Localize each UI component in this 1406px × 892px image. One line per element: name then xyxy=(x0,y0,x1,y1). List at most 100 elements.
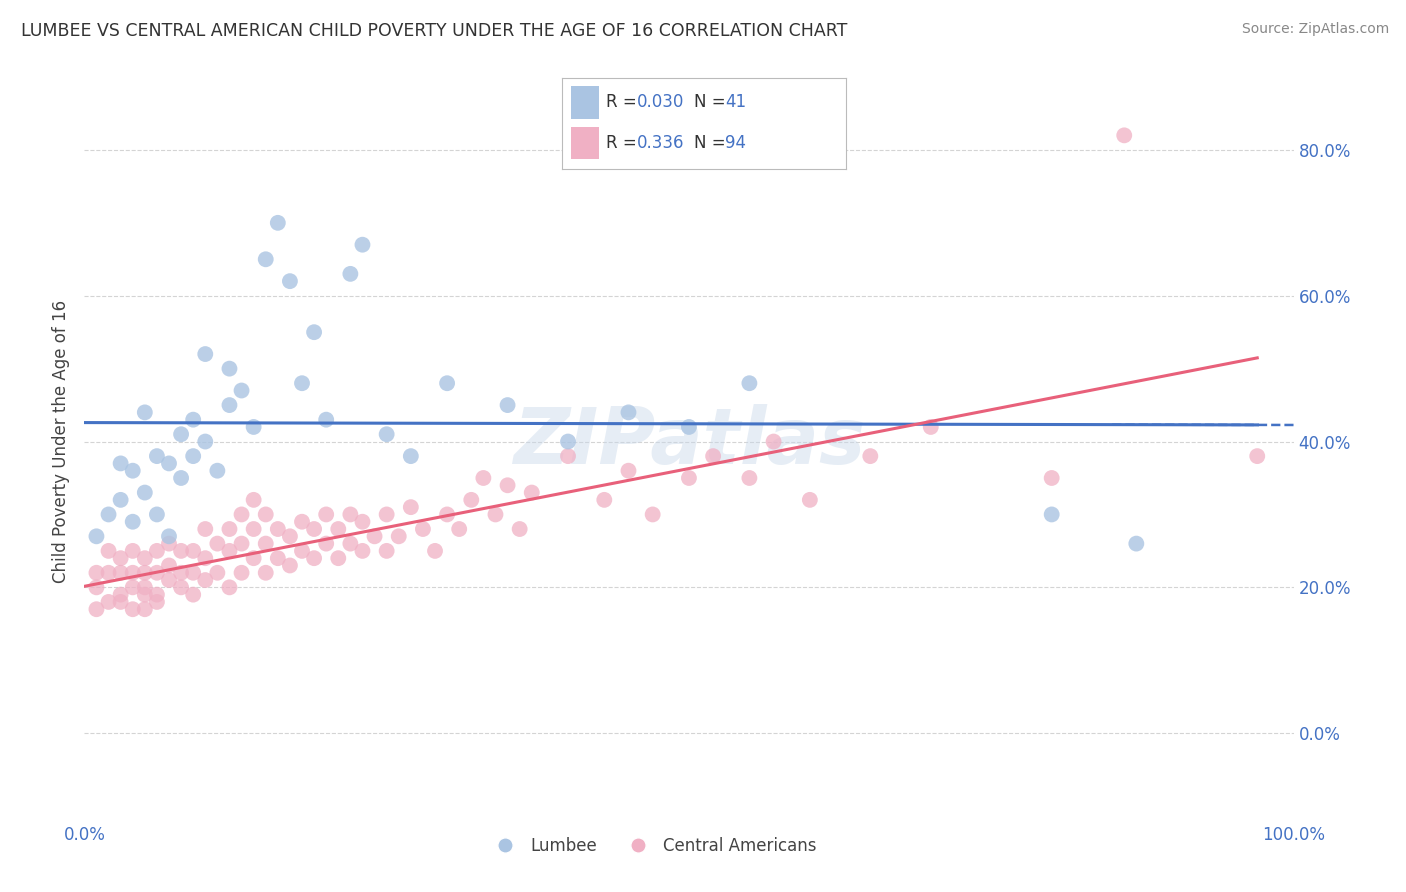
Point xyxy=(388,529,411,543)
Point xyxy=(207,536,229,550)
Point xyxy=(170,544,193,558)
Point xyxy=(170,580,193,594)
Point xyxy=(134,566,156,580)
Point xyxy=(484,508,506,522)
Point xyxy=(242,522,264,536)
Point xyxy=(218,361,240,376)
Point xyxy=(157,573,180,587)
Point xyxy=(170,566,193,580)
Point xyxy=(423,544,446,558)
Point xyxy=(436,508,458,522)
Point xyxy=(231,536,253,550)
Point xyxy=(254,508,277,522)
Point xyxy=(460,492,482,507)
Point xyxy=(181,412,204,426)
Point xyxy=(678,471,700,485)
Point xyxy=(146,449,169,463)
Point xyxy=(1114,128,1136,143)
Point xyxy=(472,471,495,485)
Point xyxy=(859,449,882,463)
Point xyxy=(339,508,361,522)
Point xyxy=(254,536,277,550)
Point xyxy=(557,434,579,449)
Point xyxy=(242,492,264,507)
Point xyxy=(641,508,664,522)
Point xyxy=(110,492,132,507)
Point xyxy=(97,595,120,609)
Point xyxy=(134,485,156,500)
Point xyxy=(110,457,132,471)
Point xyxy=(231,566,253,580)
Point xyxy=(146,566,169,580)
Point xyxy=(520,485,543,500)
Point xyxy=(218,580,240,594)
Legend: Lumbee, Central Americans: Lumbee, Central Americans xyxy=(482,830,824,862)
Text: ZIPatlas: ZIPatlas xyxy=(513,403,865,480)
Point xyxy=(315,412,337,426)
Point xyxy=(121,515,143,529)
Point xyxy=(181,449,204,463)
Point xyxy=(496,398,519,412)
Point xyxy=(267,522,290,536)
Point xyxy=(157,558,180,573)
Point xyxy=(121,580,143,594)
Point xyxy=(170,471,193,485)
Point xyxy=(242,420,264,434)
Point xyxy=(231,508,253,522)
Point xyxy=(328,522,350,536)
Point xyxy=(254,252,277,267)
Point xyxy=(134,588,156,602)
Point xyxy=(218,522,240,536)
Point xyxy=(267,551,290,566)
Point xyxy=(315,508,337,522)
Point xyxy=(352,515,374,529)
Point xyxy=(181,588,204,602)
Point xyxy=(278,274,301,288)
Point xyxy=(399,500,422,515)
Point xyxy=(97,508,120,522)
Point xyxy=(97,566,120,580)
Y-axis label: Child Poverty Under the Age of 16: Child Poverty Under the Age of 16 xyxy=(52,300,70,583)
Point xyxy=(1246,449,1268,463)
Point xyxy=(157,536,180,550)
Point xyxy=(375,544,398,558)
Point xyxy=(762,434,785,449)
Point xyxy=(181,544,204,558)
Point xyxy=(291,376,314,391)
Point xyxy=(121,544,143,558)
Point xyxy=(738,376,761,391)
Point xyxy=(218,398,240,412)
Point xyxy=(86,580,108,594)
Point xyxy=(86,529,108,543)
Text: LUMBEE VS CENTRAL AMERICAN CHILD POVERTY UNDER THE AGE OF 16 CORRELATION CHART: LUMBEE VS CENTRAL AMERICAN CHILD POVERTY… xyxy=(21,22,848,40)
Point xyxy=(86,602,108,616)
Point xyxy=(352,544,374,558)
Point xyxy=(194,522,217,536)
Point xyxy=(86,566,108,580)
Point xyxy=(375,427,398,442)
Point xyxy=(339,536,361,550)
Point xyxy=(134,405,156,419)
Point xyxy=(339,267,361,281)
Point xyxy=(218,544,240,558)
Point xyxy=(146,544,169,558)
Point xyxy=(278,529,301,543)
Point xyxy=(194,551,217,566)
Point xyxy=(157,457,180,471)
Point xyxy=(920,420,942,434)
Point xyxy=(1040,508,1063,522)
Point xyxy=(291,515,314,529)
Point xyxy=(121,464,143,478)
Point xyxy=(110,588,132,602)
Point xyxy=(110,551,132,566)
Point xyxy=(157,529,180,543)
Point xyxy=(121,566,143,580)
Point xyxy=(254,566,277,580)
Point xyxy=(267,216,290,230)
Point xyxy=(302,522,325,536)
Point xyxy=(194,573,217,587)
Point xyxy=(678,420,700,434)
Text: Source: ZipAtlas.com: Source: ZipAtlas.com xyxy=(1241,22,1389,37)
Point xyxy=(194,434,217,449)
Point xyxy=(509,522,531,536)
